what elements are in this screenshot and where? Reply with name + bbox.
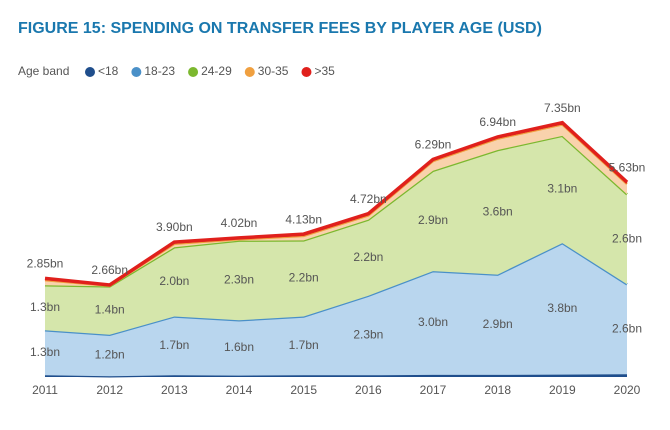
data-label: 2.9bn <box>418 213 448 227</box>
legend-label: >35 <box>314 64 335 78</box>
x-tick-label: 2011 <box>32 383 58 397</box>
x-tick-label: 2013 <box>161 383 188 397</box>
data-label: 2.9bn <box>483 317 513 331</box>
data-label: 2.3bn <box>353 328 383 342</box>
legend-marker <box>244 67 255 77</box>
total-label: 7.35bn <box>544 101 581 115</box>
data-label: 1.6bn <box>224 340 254 354</box>
legend-marker <box>188 67 199 77</box>
data-label: 2.3bn <box>224 273 254 287</box>
data-label: 2.0bn <box>159 274 189 288</box>
total-label: 2.85bn <box>27 257 64 271</box>
area <box>45 135 627 335</box>
legend-marker <box>85 67 95 77</box>
data-label: 1.7bn <box>159 338 189 352</box>
data-label: 2.2bn <box>353 250 383 264</box>
x-tick-label: 2017 <box>420 383 447 397</box>
data-label: 2.6bn <box>612 231 642 245</box>
total-label: 4.13bn <box>285 212 322 226</box>
x-tick-label: 2016 <box>355 383 382 397</box>
total-label: 2.66bn <box>91 263 128 277</box>
legend-label: <18 <box>98 64 119 78</box>
x-tick-label: 2018 <box>484 383 511 397</box>
data-label: 1.4bn <box>95 303 125 317</box>
data-label: 3.6bn <box>483 204 513 218</box>
data-label: 1.7bn <box>289 338 319 352</box>
x-tick-label: 2014 <box>226 383 253 397</box>
legend-marker <box>131 67 142 77</box>
x-tick-label: 2015 <box>290 383 317 397</box>
data-label: 1.3bn <box>30 345 60 359</box>
legend-label: 18-23 <box>144 64 175 78</box>
legend-title: Age band <box>18 64 69 78</box>
x-tick-label: 2019 <box>549 383 576 397</box>
area <box>45 124 627 287</box>
data-label: 2.2bn <box>289 271 319 285</box>
data-label: 2.6bn <box>612 321 642 335</box>
line <box>44 120 629 287</box>
x-tick-label: 2012 <box>96 383 123 397</box>
total-label: 5.63bn <box>609 160 646 174</box>
data-label: 1.3bn <box>30 300 60 314</box>
area <box>45 243 627 377</box>
legend-label: 24-29 <box>201 64 232 78</box>
data-label: 3.8bn <box>547 301 577 315</box>
total-label: 4.72bn <box>350 192 387 206</box>
data-label: 3.1bn <box>547 182 577 196</box>
chart-title: FIGURE 15: SPENDING ON TRANSFER FEES BY … <box>18 20 542 37</box>
legend-label: 30-35 <box>258 64 289 78</box>
data-label: 1.2bn <box>95 348 125 362</box>
legend-marker <box>301 67 312 77</box>
x-tick-label: 2020 <box>614 383 641 397</box>
data-label: 3.0bn <box>418 315 448 329</box>
total-label: 6.29bn <box>415 138 452 152</box>
total-label: 4.02bn <box>221 216 258 230</box>
total-label: 6.94bn <box>479 115 516 129</box>
total-label: 3.90bn <box>156 220 193 234</box>
